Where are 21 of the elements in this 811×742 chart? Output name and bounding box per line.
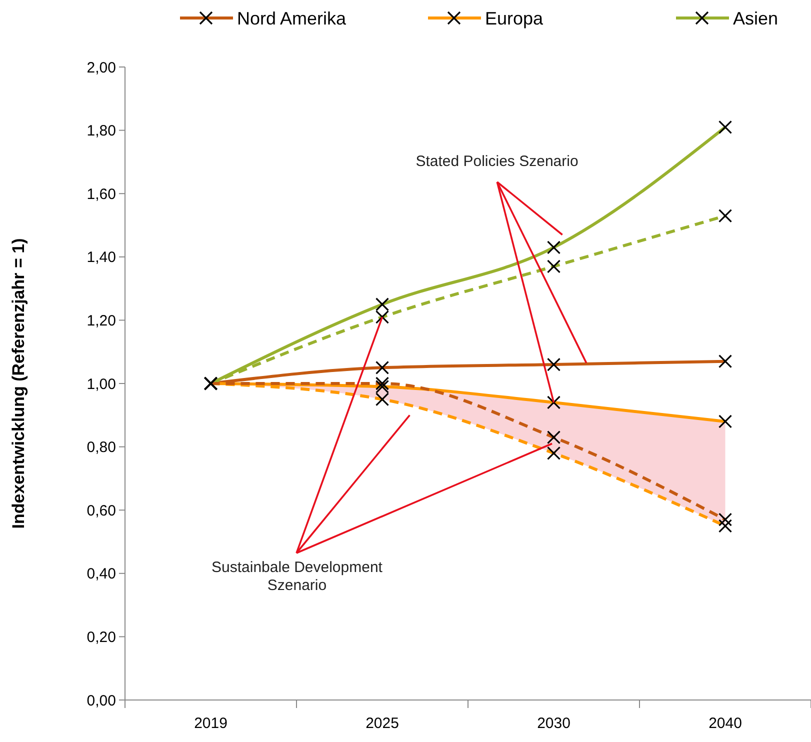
x-tick-label: 2030 (537, 715, 570, 732)
y-tick-label: 1,20 (86, 312, 116, 330)
y-tick-label: 0,20 (86, 628, 116, 646)
x-tick-label: 2019 (194, 715, 228, 732)
legend-label: Asien (733, 8, 778, 28)
y-tick-label: 0,60 (86, 502, 116, 520)
y-tick-label: 0,40 (86, 566, 116, 583)
annotation: Sustainbale Development Szenario (212, 559, 384, 594)
y-tick-label: 0,80 (86, 439, 116, 456)
x-tick-label: 2040 (708, 715, 742, 732)
legend-label: Nord Amerika (237, 8, 348, 28)
y-tick-label: 1,60 (86, 186, 116, 203)
y-axis-title: Indexentwicklung (Referenzjahr = 1) (9, 238, 28, 529)
y-tick-label: 1,80 (86, 122, 116, 140)
y-tick-label: 2,00 (86, 59, 116, 76)
y-tick-label: 1,00 (86, 376, 116, 393)
legend-label: Europa (485, 8, 544, 28)
y-tick-label: 1,40 (86, 249, 116, 266)
annotation: Stated Policies Szenario (416, 153, 578, 170)
x-tick-label: 2025 (366, 715, 399, 732)
y-tick-label: 0,00 (86, 692, 116, 710)
